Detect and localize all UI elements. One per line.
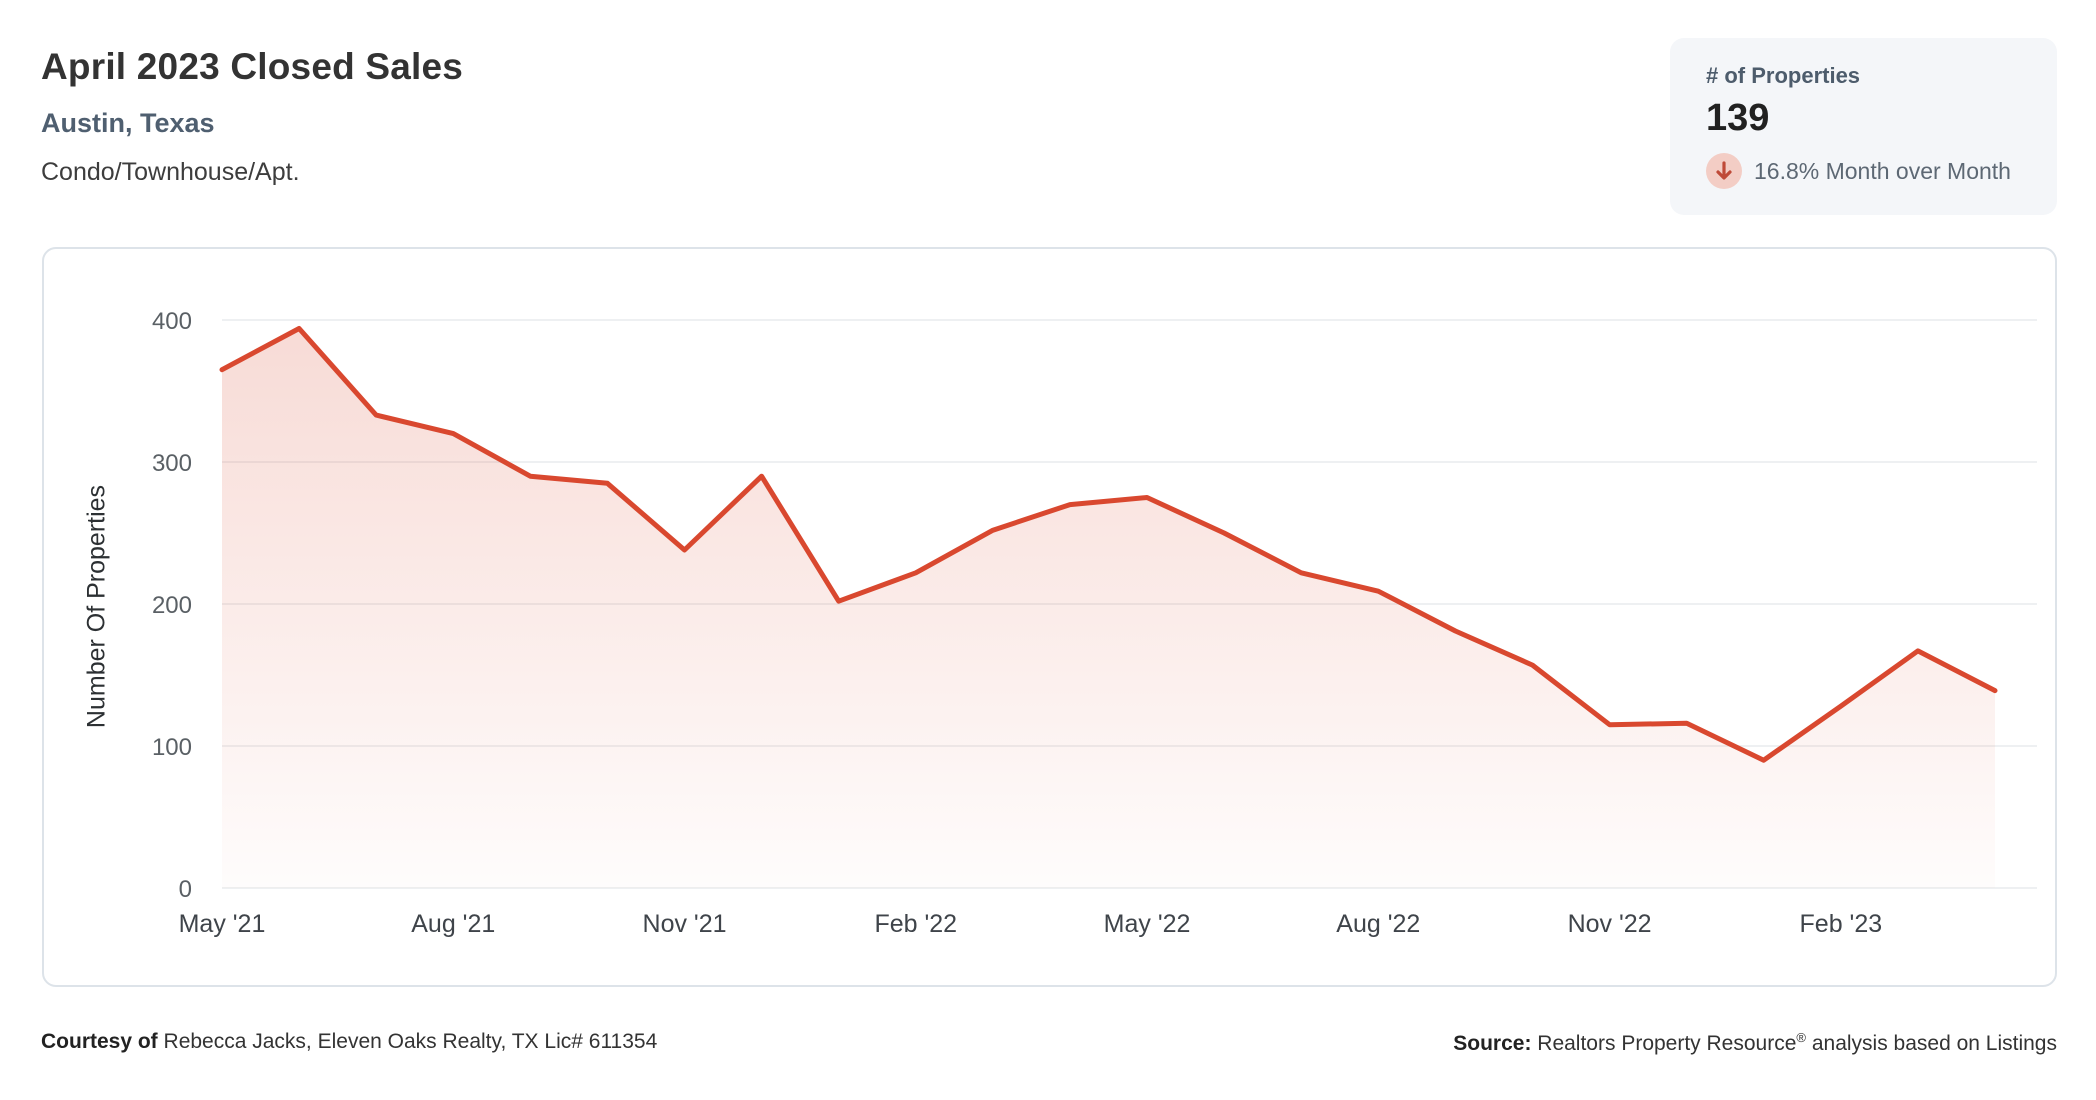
x-tick-label-6: Nov '22 bbox=[1568, 910, 1652, 938]
chart-panel: 0 100 200 300 400 May '21 Aug '21 Nov '21 Feb '2… bbox=[42, 247, 2057, 987]
x-tick-label-1: Aug '21 bbox=[411, 910, 495, 938]
x-tick-label-5: Aug '22 bbox=[1336, 910, 1420, 938]
stat-value: 139 bbox=[1706, 97, 1770, 139]
footer: Courtesy of Rebecca Jacks, Eleven Oaks R… bbox=[41, 1030, 2057, 1056]
footer-source-text1: Realtors Property Resource bbox=[1531, 1032, 1797, 1055]
properties-stat-card: # of Properties 139 16.8% Month over Mon… bbox=[1670, 38, 2057, 215]
footer-courtesy: Courtesy of Rebecca Jacks, Eleven Oaks R… bbox=[41, 1030, 657, 1056]
month-over-month-row: 16.8% Month over Month bbox=[1706, 153, 2057, 189]
y-tick-label-200: 200 bbox=[152, 592, 192, 619]
page-subtitle-location: Austin, Texas bbox=[41, 108, 215, 138]
footer-courtesy-text: Rebecca Jacks, Eleven Oaks Realty, TX Li… bbox=[157, 1030, 658, 1053]
x-tick-label-4: May '22 bbox=[1104, 910, 1191, 938]
x-tick-label-0: May '21 bbox=[179, 910, 266, 938]
footer-source-label: Source: bbox=[1453, 1032, 1532, 1055]
arrow-down-icon bbox=[1706, 153, 1742, 189]
x-tick-label-3: Feb '22 bbox=[874, 910, 957, 938]
y-tick-label-0: 0 bbox=[179, 876, 192, 903]
closed-sales-area-chart: 0 100 200 300 400 May '21 Aug '21 Nov '21 Feb '2… bbox=[152, 308, 2037, 938]
x-tick-label-7: Feb '23 bbox=[1800, 910, 1883, 938]
property-type-label: Condo/Townhouse/Apt. bbox=[41, 158, 300, 186]
y-axis-title: Number Of Properties bbox=[82, 484, 111, 729]
y-tick-label-300: 300 bbox=[152, 450, 192, 477]
stat-label: # of Properties bbox=[1706, 63, 1861, 88]
footer-source-text2: analysis based on Listings bbox=[1806, 1032, 2057, 1055]
y-tick-label-100: 100 bbox=[152, 734, 192, 761]
x-tick-label-2: Nov '21 bbox=[643, 910, 727, 938]
page-title: April 2023 Closed Sales bbox=[41, 46, 464, 87]
sales-line-series bbox=[219, 326, 1998, 763]
stat-mom-text: 16.8% Month over Month bbox=[1754, 157, 2011, 184]
area-fill bbox=[222, 328, 1995, 888]
footer-courtesy-label: Courtesy of bbox=[41, 1030, 158, 1053]
y-tick-label-400: 400 bbox=[152, 308, 192, 335]
footer-source: Source: Realtors Property Resource® anal… bbox=[1453, 1030, 2057, 1056]
registered-mark: ® bbox=[1796, 1030, 1806, 1045]
